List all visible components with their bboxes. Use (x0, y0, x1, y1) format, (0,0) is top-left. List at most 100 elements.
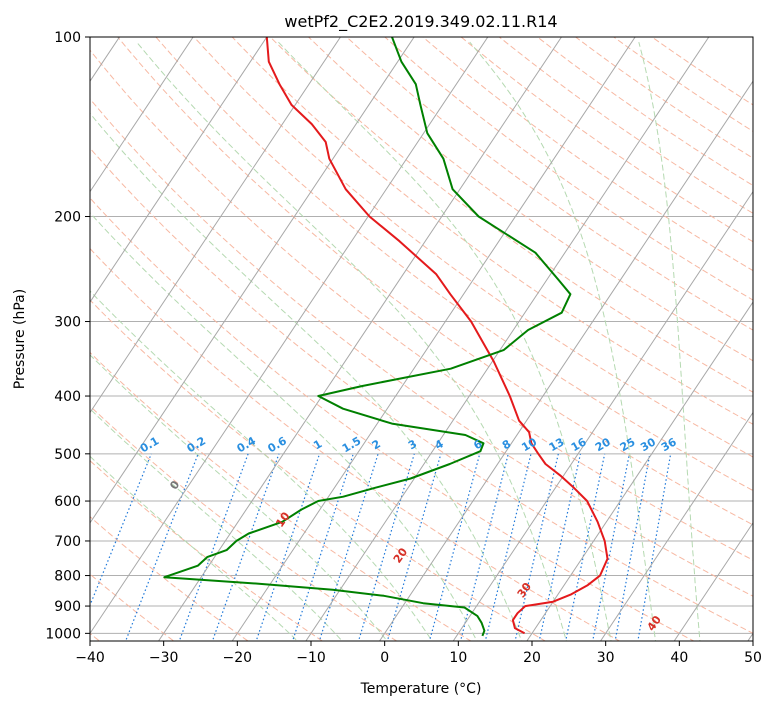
isotherm-line (673, 522, 753, 641)
mixing-ratio-line (538, 453, 582, 641)
mixing-ratio-label: 1.5 (340, 434, 363, 455)
moist-adiabat-line (469, 41, 657, 641)
y-tick-label: 100 (54, 30, 81, 46)
temperature-profile-line (265, 37, 609, 635)
mixing-ratio-line (637, 453, 672, 641)
isotherm-line (378, 80, 753, 641)
mixing-ratio-line (318, 453, 379, 641)
dry-adiabat-line (231, 37, 753, 425)
pressure-grid (90, 37, 753, 634)
mixing-ratio-lines (90, 453, 672, 641)
y-axis-label: Pressure (hPa) (12, 289, 28, 389)
moist-adiabats (90, 41, 701, 641)
mixing-ratio-line (592, 453, 630, 641)
y-tick-label: 600 (54, 494, 81, 510)
mixing-ratio-line (459, 453, 509, 641)
mixing-ratio-label: 0.2 (185, 434, 208, 455)
mixing-ratio-line (90, 453, 152, 607)
dry-adiabat-line (498, 37, 753, 214)
x-tick-label: 0 (380, 650, 389, 666)
y-tick-label: 200 (54, 210, 81, 226)
mixing-ratio-label: 0.4 (235, 434, 259, 455)
y-tick-label: 300 (54, 315, 81, 331)
dry-adiabat-line (90, 405, 398, 641)
isotherms (0, 10, 753, 658)
x-tick-label: 10 (449, 650, 467, 666)
isotherm-line (90, 37, 268, 303)
x-tick-label: 50 (744, 650, 762, 666)
dry-adiabat-label: 20 (391, 545, 411, 565)
chart-title: wetPf2_C2E2.2019.349.02.11.R14 (284, 12, 557, 32)
dewpoint-profile-line (163, 37, 572, 637)
dry-adiabat-label: 0 (167, 478, 182, 492)
x-tick-label: 30 (597, 650, 615, 666)
mixing-ratio-line (614, 453, 651, 641)
y-tick-label: 400 (54, 389, 81, 405)
dry-adiabat-line (90, 197, 695, 641)
y-tick-label: 500 (54, 447, 81, 463)
mixing-ratio-label: 30 (638, 435, 658, 454)
isotherm-line (305, 37, 710, 641)
mixing-ratio-label: 8 (500, 437, 513, 452)
auxiliary-line-labels: 0.10.20.40.611.52346810131620253036-100-… (138, 434, 679, 633)
isotherm-line (90, 37, 194, 193)
mixing-ratio-label: 2 (370, 437, 383, 452)
isotherm-line (747, 632, 753, 641)
dry-adiabat-line (155, 37, 753, 492)
mixing-ratio-line (428, 453, 481, 641)
mixing-ratio-line (484, 453, 532, 641)
mixing-ratio-line (514, 453, 559, 641)
x-axis-label: Temperature (°C) (360, 681, 482, 697)
mixing-ratio-label: 25 (618, 435, 638, 454)
plot-frame (89, 36, 754, 642)
mixing-ratio-label: 1 (311, 437, 324, 452)
mixing-ratio-label: 3 (406, 437, 419, 452)
mixing-ratio-line (386, 453, 442, 641)
moist-adiabat-line (278, 41, 612, 641)
moist-adiabat-line (90, 354, 388, 641)
mixing-ratio-line (291, 453, 354, 641)
dry-adiabat-line (384, 37, 753, 301)
x-tick-label: −20 (223, 650, 253, 666)
dry-adiabat-line (574, 37, 753, 159)
y-tick-label: 700 (54, 534, 81, 550)
isotherm-line (90, 37, 415, 524)
dry-adiabat-line (90, 247, 621, 641)
y-axis-ticks: 100 200 300 400 500 600 700 800 900 1000 (45, 30, 90, 642)
mixing-ratio-label: 20 (593, 435, 613, 454)
x-tick-label: 40 (670, 650, 688, 666)
dry-adiabat-line (90, 460, 324, 641)
dry-adiabat-line (90, 147, 753, 634)
isotherm-line (0, 10, 64, 658)
isotherm-line (526, 301, 753, 641)
x-axis-ticks: −40 −30 −20 −10 0 10 20 30 40 50 (75, 641, 762, 666)
dry-adiabat-line (90, 49, 753, 561)
dry-adiabat-line (536, 37, 753, 187)
mixing-ratio-label: 0.6 (266, 434, 290, 455)
dry-adiabat-line (193, 37, 753, 458)
dry-adiabat-line (307, 37, 753, 362)
sounding-profiles (163, 37, 609, 637)
isotherm-line (157, 37, 563, 641)
moist-adiabat-line (90, 112, 523, 641)
y-tick-label: 900 (54, 599, 81, 615)
mixing-ratio-label: 13 (547, 435, 567, 454)
dry-adiabat-line (460, 37, 753, 243)
dry-adiabat-line (90, 98, 753, 597)
moist-adiabat-line (90, 408, 343, 641)
mixing-ratio-label: 4 (433, 437, 446, 452)
moist-adiabat-line (90, 455, 299, 641)
x-tick-label: 20 (523, 650, 541, 666)
isotherm-line (231, 37, 636, 641)
isotherm-line (599, 411, 753, 641)
dry-adiabat-label: 10 (273, 509, 293, 529)
mixing-ratio-line (211, 453, 280, 641)
moist-adiabat-line (638, 41, 701, 641)
y-tick-label: 1000 (45, 626, 81, 642)
x-tick-label: −30 (149, 650, 179, 666)
x-tick-label: −10 (296, 650, 326, 666)
dry-adiabat-line (612, 37, 753, 132)
y-tick-label: 800 (54, 569, 81, 585)
dry-adiabat-line (90, 351, 472, 641)
